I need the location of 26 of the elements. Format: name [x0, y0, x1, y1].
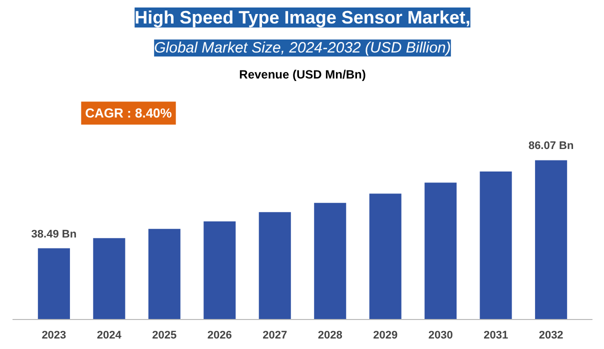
bar [314, 202, 346, 320]
x-tick-label: 2026 [207, 330, 232, 342]
x-tick-label: 2028 [318, 330, 342, 342]
bar [148, 228, 180, 320]
x-tick-label: 2032 [538, 330, 564, 342]
bar [258, 212, 291, 320]
bar [204, 221, 236, 320]
bar [424, 182, 457, 320]
bar [93, 238, 126, 320]
data-label: 86.07 Bn [528, 140, 574, 152]
bar [535, 160, 568, 320]
data-label: 38.49 Bn [31, 228, 77, 240]
text: Revenue (USD Mn/Bn) [239, 67, 366, 82]
chart-subtitle: Global Market Size, 2024-2032 (USD Billion) [154, 40, 451, 56]
x-tick-label: 2024 [96, 330, 122, 342]
x-tick-label: 2031 [484, 330, 508, 342]
bar [480, 171, 512, 320]
x-tick-label: 2029 [373, 330, 398, 342]
x-tick-label: 2025 [152, 330, 177, 342]
x-tick-label: 2023 [42, 330, 66, 342]
text: CAGR : 8.40% [85, 106, 172, 121]
x-tick-label: 2027 [262, 330, 288, 342]
bar [369, 194, 402, 320]
x-tick-label: 2030 [428, 330, 453, 342]
bar [38, 248, 70, 320]
chart-title: High Speed Type Image Sensor Market, [134, 8, 470, 28]
